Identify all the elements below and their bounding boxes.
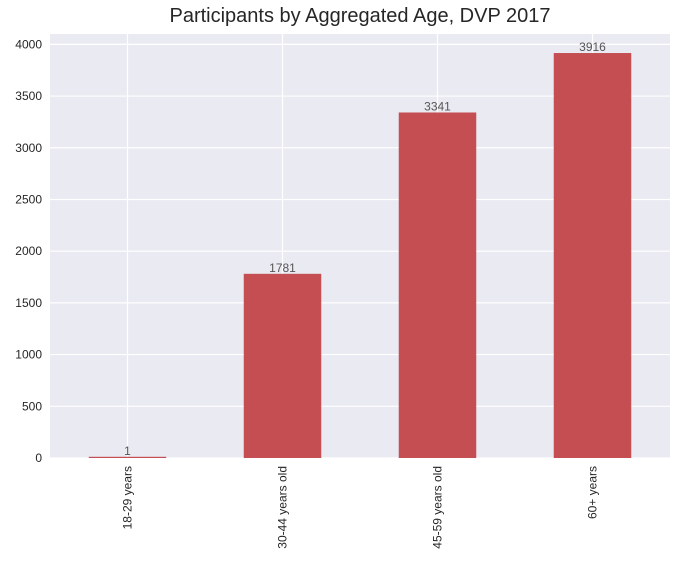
y-tick-label: 1500 bbox=[15, 296, 42, 310]
y-tick-label: 2500 bbox=[15, 192, 42, 206]
x-tick-label: 45-59 years old bbox=[431, 466, 445, 549]
chart-title: Participants by Aggregated Age, DVP 2017 bbox=[169, 5, 551, 27]
x-tick-label: 60+ years bbox=[586, 466, 600, 519]
bar bbox=[398, 112, 477, 459]
y-tick-label: 4000 bbox=[15, 37, 42, 51]
bar bbox=[553, 53, 632, 459]
y-tick-label: 1000 bbox=[15, 348, 42, 362]
y-tick-label: 2000 bbox=[15, 244, 42, 258]
y-tick-label: 3500 bbox=[15, 89, 42, 103]
bar bbox=[88, 456, 167, 458]
x-tick-label: 18-29 years bbox=[121, 466, 135, 529]
data-label: 3916 bbox=[579, 40, 606, 54]
data-label: 1781 bbox=[269, 261, 296, 275]
data-label: 1 bbox=[124, 444, 131, 458]
x-tick-label: 30-44 years old bbox=[276, 466, 290, 549]
y-tick-label: 500 bbox=[22, 399, 42, 413]
bar bbox=[243, 273, 322, 458]
y-tick-label: 3000 bbox=[15, 141, 42, 155]
y-tick-label: 0 bbox=[35, 451, 42, 465]
data-label: 3341 bbox=[424, 99, 451, 113]
